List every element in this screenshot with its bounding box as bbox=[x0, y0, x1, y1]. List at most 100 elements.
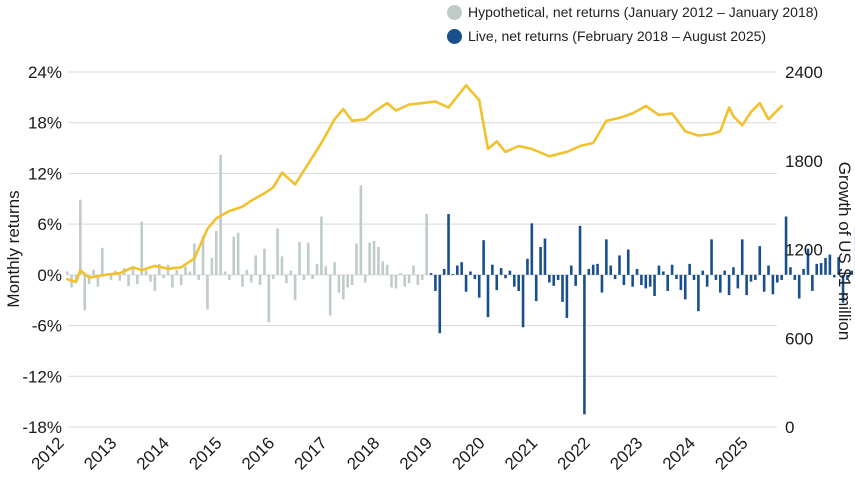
hypothetical-bar bbox=[360, 185, 363, 275]
live-bar bbox=[644, 275, 647, 289]
live-bar bbox=[820, 263, 823, 275]
hypothetical-bar bbox=[285, 275, 288, 283]
live-bar bbox=[706, 275, 709, 287]
x-tick-label: 2021 bbox=[501, 433, 541, 473]
hypothetical-bar bbox=[381, 261, 384, 275]
hypothetical-bar bbox=[145, 271, 148, 275]
hypothetical-bar bbox=[320, 217, 323, 275]
live-bar bbox=[495, 275, 498, 290]
live-bar bbox=[544, 239, 547, 275]
live-bar bbox=[561, 275, 564, 302]
left-axis-title: Monthly returns bbox=[4, 190, 23, 307]
hypothetical-bar bbox=[206, 275, 209, 310]
live-bar bbox=[526, 259, 529, 275]
live-bar bbox=[776, 275, 779, 283]
hypothetical-bar bbox=[390, 275, 393, 288]
left-tick-label: -6% bbox=[32, 317, 62, 336]
right-tick-label: 0 bbox=[785, 418, 794, 437]
hypothetical-bar bbox=[355, 244, 358, 275]
hypothetical-bar bbox=[66, 271, 69, 274]
grid-lines bbox=[68, 72, 777, 427]
hypothetical-bar bbox=[342, 275, 345, 300]
hypothetical-bar bbox=[329, 275, 332, 316]
hypothetical-bar bbox=[276, 228, 279, 274]
live-bar bbox=[680, 275, 683, 290]
live-bar bbox=[811, 275, 814, 291]
live-bar bbox=[513, 275, 516, 287]
x-tick-label: 2013 bbox=[80, 433, 120, 473]
left-tick-label: 24% bbox=[28, 63, 62, 82]
live-bar bbox=[509, 271, 512, 275]
x-tick-label: 2025 bbox=[711, 433, 751, 473]
live-bar bbox=[794, 275, 797, 280]
live-bar bbox=[522, 275, 525, 327]
hypothetical-bar bbox=[417, 275, 420, 285]
live-bar bbox=[460, 262, 463, 275]
legend: Hypothetical, net returns (January 2012 … bbox=[447, 0, 818, 48]
legend-item-live[interactable]: Live, net returns (February 2018 – Augus… bbox=[447, 24, 818, 48]
live-bar bbox=[780, 275, 783, 280]
x-tick-label: 2012 bbox=[28, 433, 68, 473]
right-axis-ticks: 0600120018002400 bbox=[785, 63, 823, 437]
live-bar bbox=[658, 266, 661, 275]
hypothetical-bar bbox=[92, 270, 95, 275]
hypothetical-bar bbox=[311, 275, 314, 279]
live-bar bbox=[447, 214, 450, 275]
live-bar bbox=[684, 275, 687, 300]
live-bar bbox=[434, 275, 437, 291]
live-bar bbox=[557, 275, 560, 280]
left-tick-label: -12% bbox=[22, 367, 62, 386]
x-tick-label: 2015 bbox=[185, 433, 225, 473]
live-bar bbox=[465, 275, 468, 292]
live-bar bbox=[719, 275, 722, 293]
live-bar bbox=[701, 271, 704, 275]
hypothetical-bar bbox=[263, 249, 266, 275]
hypothetical-bar bbox=[149, 275, 152, 282]
live-bar bbox=[750, 275, 753, 282]
left-axis-ticks: -18% -12% -6% 0% 6% 12% 18% 24% bbox=[22, 63, 62, 437]
hypothetical-bar bbox=[377, 247, 380, 275]
x-tick-label: 2020 bbox=[448, 433, 488, 473]
live-bar bbox=[745, 275, 748, 295]
hypothetical-bar bbox=[162, 275, 165, 278]
hypothetical-bar bbox=[79, 200, 82, 275]
hypothetical-bar bbox=[224, 271, 227, 274]
live-bar bbox=[671, 265, 674, 275]
live-bar bbox=[824, 258, 827, 275]
live-bar bbox=[649, 275, 652, 287]
live-bar bbox=[588, 269, 591, 275]
live-bar bbox=[732, 267, 735, 275]
x-tick-label: 2023 bbox=[606, 433, 646, 473]
legend-item-hypothetical[interactable]: Hypothetical, net returns (January 2012 … bbox=[447, 0, 818, 24]
live-bar bbox=[754, 275, 757, 280]
live-bar bbox=[504, 275, 507, 278]
hypothetical-bar bbox=[395, 275, 398, 289]
legend-label-hypothetical: Hypothetical, net returns (January 2012 … bbox=[468, 4, 818, 20]
x-tick-label: 2017 bbox=[291, 433, 331, 473]
live-bar bbox=[815, 264, 818, 275]
live-bar bbox=[482, 240, 485, 275]
left-tick-label: 12% bbox=[28, 164, 62, 183]
live-bar bbox=[456, 266, 459, 275]
x-axis-ticks: 2012 2013 2014 2015 2016 2017 2018 2019 2020 2021… bbox=[28, 433, 752, 473]
hypothetical-bar bbox=[298, 242, 301, 275]
live-bar bbox=[723, 271, 726, 275]
live-bar bbox=[640, 275, 643, 285]
hypothetical-bar bbox=[241, 275, 244, 287]
hypothetical-bar bbox=[316, 264, 319, 275]
right-tick-label: 600 bbox=[785, 329, 813, 348]
hypothetical-bar bbox=[281, 256, 284, 275]
legend-dot-live bbox=[447, 29, 462, 44]
live-bar bbox=[570, 266, 573, 275]
live-bar bbox=[653, 275, 656, 296]
hypothetical-bar bbox=[237, 233, 240, 275]
hypothetical-bar bbox=[215, 231, 218, 275]
live-bar bbox=[574, 275, 577, 286]
live-bar bbox=[623, 275, 626, 285]
hypothetical-bar bbox=[175, 270, 178, 275]
live-bar bbox=[601, 275, 604, 293]
live-bars bbox=[430, 182, 855, 414]
hypothetical-bar bbox=[368, 243, 371, 275]
hypothetical-bar bbox=[184, 266, 187, 274]
